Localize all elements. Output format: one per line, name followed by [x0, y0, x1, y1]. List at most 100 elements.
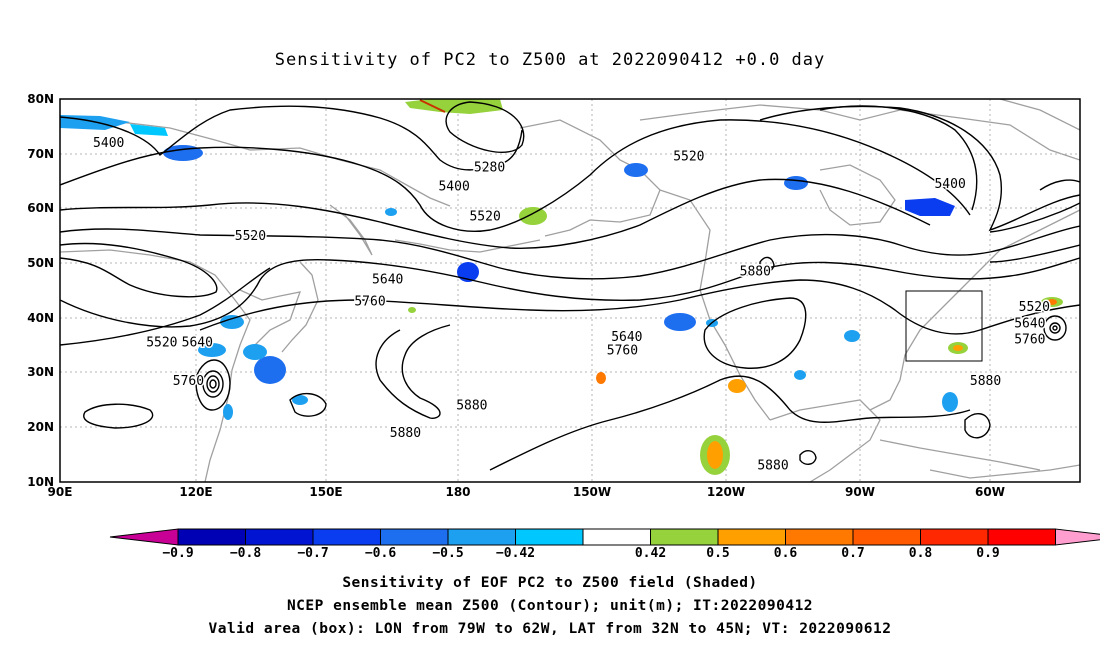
lat-tick-label: 60N: [27, 201, 54, 215]
colorbar-label: −0.9: [162, 546, 193, 561]
shade-pacific-blue: [664, 313, 696, 331]
colorbar-box: [920, 528, 989, 546]
colorbar-arrow-high: [1055, 528, 1100, 546]
contour-label: 5400: [438, 180, 469, 195]
contour-east-high: [1039, 179, 1080, 191]
contour-label: 5280: [474, 160, 505, 175]
shade-alaska-blue: [624, 163, 648, 177]
contour-atl-low-2: [1049, 322, 1061, 334]
contour-5640-b: [60, 242, 218, 298]
contour-label: 5520: [146, 335, 177, 350]
colorbar-label: −0.5: [432, 546, 463, 561]
contour-label: 5760: [173, 374, 204, 389]
contour-label: 5760: [607, 344, 638, 359]
contour-5520-ne: [759, 105, 1080, 232]
colorbar-box: [987, 528, 1056, 546]
contour-5880-e: [83, 403, 154, 429]
contour-label: 5640: [1014, 316, 1045, 331]
coastline-japan: [281, 261, 319, 353]
contour-5520-b: [60, 178, 931, 249]
lat-tick-label: 70N: [27, 147, 54, 161]
colorbar-label: −0.6: [365, 546, 396, 561]
shade-chukchi-red-streak: [419, 99, 446, 113]
shade-atlantic-blue: [942, 392, 958, 412]
colorbar-arrow-low: [109, 528, 179, 546]
contour-typhoon-4: [209, 379, 217, 389]
contour-5880-d: [489, 375, 971, 471]
coastline-aleutians: [394, 239, 541, 253]
shade-china-blue: [220, 315, 244, 329]
colorbar-label: 0.9: [976, 546, 999, 561]
lat-tick-label: 20N: [27, 420, 54, 434]
coastline-north-america-west: [659, 189, 771, 421]
colorbar-box: [177, 528, 246, 546]
lon-tick-label: 120W: [707, 485, 745, 499]
colorbar-label: −0.7: [297, 546, 328, 561]
shade-atlantic-east-orange: [1047, 299, 1057, 305]
shade-scs-blue: [223, 404, 233, 420]
lat-tick-label: 30N: [27, 365, 54, 379]
plot-area: 5400528054005520552054005520564057605640…: [27, 92, 1081, 499]
contour-ne-5640: [989, 202, 1080, 233]
coastline-kamchatka: [329, 204, 373, 256]
colorbar-label: 0.5: [706, 546, 729, 561]
coastline-caribbean: [879, 439, 1041, 471]
plot-frame: [59, 98, 1081, 483]
contour-5880-a: [199, 279, 1080, 335]
shade-wpac-blue: [292, 395, 308, 405]
shade-canada-blue: [784, 176, 808, 190]
colorbar-box: [582, 528, 651, 546]
contour-5880-f: [289, 393, 327, 417]
contour-label: 5760: [354, 294, 385, 309]
shade-taiwan-blue: [198, 343, 226, 357]
contour-5880-i: [799, 450, 817, 465]
coastline-east-asia: [60, 249, 251, 482]
land-outlines: [60, 99, 1080, 482]
coastline-gulf-mexico: [769, 399, 881, 482]
colorbar-label: 0.7: [841, 546, 864, 561]
contour-5520-a: [60, 119, 971, 232]
colorbar: −0.9 −0.8 −0.7 −0.6 −0.5 −0.42 0.42 0.5 0.6 0.7 0.…: [109, 528, 1100, 561]
lon-tick-label: 150E: [309, 485, 342, 499]
contour-label: 5880: [757, 459, 788, 474]
colorbar-box: [245, 528, 314, 546]
colorbar-box: [380, 528, 449, 546]
contour-label: 5880: [740, 264, 771, 279]
colorbar-box: [447, 528, 516, 546]
shade-hudson-blue: [905, 198, 955, 216]
shade-gulf-blue: [844, 330, 860, 342]
colorbar-labels: −0.9 −0.8 −0.7 −0.6 −0.5 −0.42 0.42 0.5 0.6 0.7 0.…: [162, 546, 999, 561]
colorbar-boxes: [109, 528, 1100, 546]
contour-5640-a: [60, 225, 1080, 280]
contour-label: 5640: [611, 330, 642, 345]
contour-label: 5520: [1019, 300, 1050, 315]
contour-5760-a: [60, 257, 1080, 328]
contour-5760-b: [60, 267, 271, 346]
shade-us-blue: [794, 370, 806, 380]
contour-label: 5880: [390, 426, 421, 441]
lat-tick-label: 50N: [27, 256, 54, 270]
coastline-korea-china: [239, 289, 301, 346]
lon-tick-label: 150W: [573, 485, 611, 499]
colorbar-label: 0.8: [909, 546, 933, 561]
contour-5880-b: [375, 324, 451, 419]
lon-tick-label: 60W: [975, 485, 1005, 499]
coastline-hudson-bay: [819, 164, 896, 226]
contour-5400-west: [60, 105, 523, 171]
lon-tick-label: 120E: [179, 485, 212, 499]
shade-nwpac-blue: [408, 307, 416, 313]
coastline-south-america: [929, 464, 1080, 479]
colorbar-box: [785, 528, 854, 546]
contour-label: 5880: [970, 374, 1001, 389]
lon-axis-ticks: 90E 120E 150E 180 150W 120W 90W 60W: [48, 485, 1005, 499]
contour-5280: [445, 101, 525, 153]
coastline-canada-arctic: [639, 104, 1080, 161]
shade-alaska-green: [519, 207, 547, 225]
colorbar-box: [312, 528, 381, 546]
contour-typhoon-1: [195, 359, 231, 411]
contour-label: 5520: [673, 149, 704, 164]
contour-5880-h: [759, 256, 775, 273]
lat-tick-label: 80N: [27, 92, 54, 106]
contour-label: 5400: [93, 136, 124, 151]
